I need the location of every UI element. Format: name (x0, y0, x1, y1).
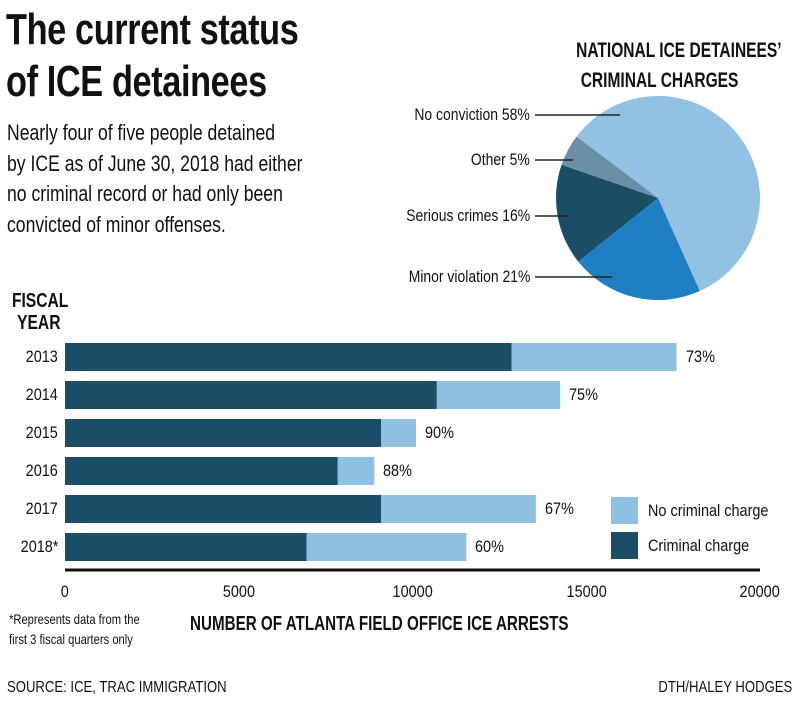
year-label: 2014 (25, 385, 58, 404)
bar-no-criminal-charge-2014 (436, 381, 561, 409)
year-label: 2018* (20, 537, 58, 556)
headline: The current status of ICE detainees (6, 4, 381, 108)
year-label: 2017 (25, 499, 58, 518)
bar-no-criminal-charge-2015 (381, 419, 416, 447)
bar-chart (65, 343, 677, 561)
footnote-line-2: first 3 fiscal quarters only (9, 631, 133, 647)
legend-swatch-criminal-charge (611, 532, 638, 559)
pie-slice-serious-crimes (555, 164, 658, 262)
headline-line-2: of ICE detainees (6, 57, 267, 106)
y-axis-title-line-1: FISCAL (11, 290, 69, 312)
bar-criminal-charge-2015 (65, 419, 382, 447)
bar-data-label: 67% (544, 499, 574, 518)
pie-slice-other (561, 136, 658, 198)
bar-criminal-charge-2018 (65, 533, 307, 561)
source-line: SOURCE: ICE, TRAC IMMIGRATION (7, 678, 275, 698)
x-tick-text: 5000 (222, 582, 255, 601)
legend-label: Criminal charge (648, 536, 750, 555)
bar-data-label: 88% (383, 461, 413, 480)
headline-line-1: The current status (6, 5, 299, 54)
bar-no-criminal-charge-2016 (337, 457, 375, 485)
pie-chart (555, 96, 760, 301)
year-label: 2013 (25, 347, 58, 366)
year-label: 2015 (25, 423, 58, 442)
x-tick-text: 0 (60, 582, 70, 601)
pie-slice-minor-violation (578, 198, 700, 301)
pie-title-line-2: CRIMINAL CHARGES (581, 69, 739, 92)
x-tick-text: 15000 (566, 582, 607, 601)
pie-slice-no-conviction (576, 96, 760, 292)
x-tick-label: 0 (25, 581, 105, 603)
dek-line-1: Nearly four of five people detained (7, 120, 276, 145)
bar-data-label: 90% (424, 423, 454, 442)
dek-line-4: convicted of minor offenses. (7, 211, 226, 237)
x-axis-title-text: NUMBER OF ATLANTA FIELD OFFICE ICE ARRES… (190, 613, 569, 635)
x-tick-label: 10000 (373, 581, 453, 603)
x-tick-text: 20000 (739, 582, 781, 601)
pie-label-no-conviction: No conviction 58% (414, 105, 530, 124)
source-text: SOURCE: ICE, TRAC IMMIGRATION (7, 679, 227, 696)
year-label: 2016 (25, 461, 58, 480)
x-tick-text: 10000 (392, 582, 433, 601)
bar-no-criminal-charge-2018 (306, 533, 467, 561)
pie-title-line-1: NATIONAL ICE DETAINEES’ (576, 39, 782, 62)
dek: Nearly four of five people detained by I… (7, 118, 376, 240)
pie-label-minor-violation: Minor violation 21% (408, 267, 530, 286)
footnote-line-1: *Represents data from the (9, 611, 140, 627)
footnote: *Represents data from the first 3 fiscal… (9, 609, 172, 649)
pie-label-other: Other 5% (471, 150, 530, 169)
y-axis-title-line-2: YEAR (17, 312, 61, 334)
y-axis-title: FISCAL YEAR (4, 290, 74, 334)
bar-criminal-charge-2016 (65, 457, 338, 485)
bar-data-label: 60% (475, 537, 505, 556)
dek-line-2: by ICE as of June 30, 2018 had either (7, 150, 303, 176)
x-tick-label: 5000 (199, 581, 279, 603)
bar-criminal-charge-2013 (65, 343, 512, 371)
pie-chart-title: NATIONAL ICE DETAINEES’ CRIMINAL CHARGES (540, 36, 782, 96)
x-tick-label: 20000 (720, 581, 800, 603)
dek-line-3: no criminal record or had only been (7, 181, 283, 206)
legend-label: No criminal charge (648, 501, 769, 520)
bar-data-label: 75% (569, 385, 599, 404)
bar-criminal-charge-2017 (65, 495, 382, 523)
credit-line: DTH/HALEY HODGES (629, 678, 792, 698)
credit-text: DTH/HALEY HODGES (658, 679, 792, 696)
bar-data-label: 73% (685, 347, 715, 366)
legend-swatch-no-criminal-charge (611, 497, 638, 524)
x-tick-label: 15000 (546, 581, 626, 603)
pie-label-serious-crimes: Serious crimes 16% (406, 206, 530, 225)
bar-criminal-charge-2014 (65, 381, 437, 409)
bar-no-criminal-charge-2017 (381, 495, 536, 523)
bar-no-criminal-charge-2013 (511, 343, 677, 371)
pie-leader-lines (535, 114, 620, 278)
x-axis-title: NUMBER OF ATLANTA FIELD OFFICE ICE ARRES… (190, 612, 688, 636)
